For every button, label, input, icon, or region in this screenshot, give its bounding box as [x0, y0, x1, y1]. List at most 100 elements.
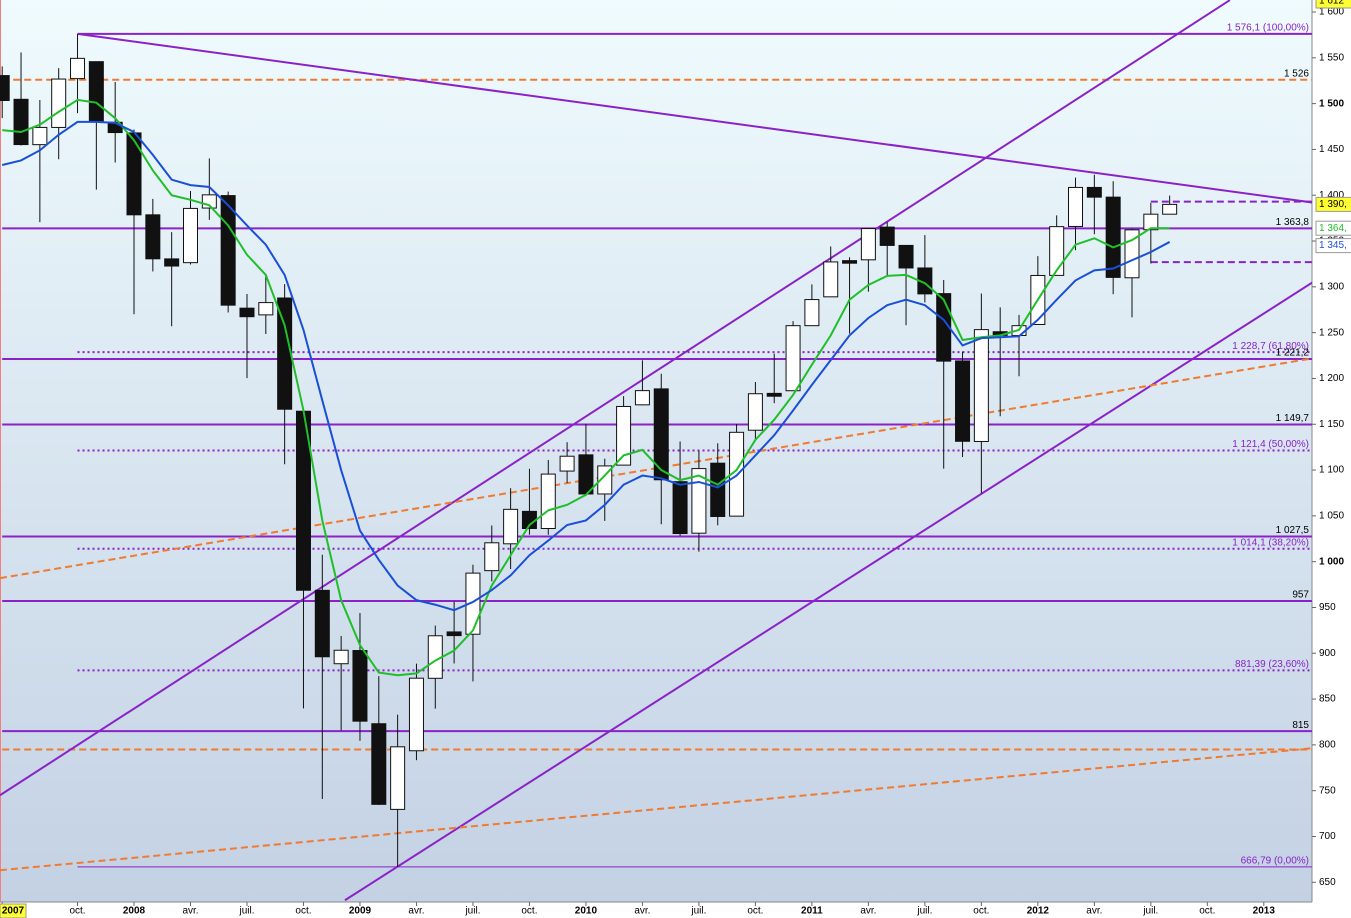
candle-body	[126, 132, 142, 216]
y-tick-label: 650	[1319, 877, 1336, 888]
candle-body	[955, 360, 971, 442]
price-tag-label: 1 390,	[1319, 199, 1347, 210]
y-tick-label: 1 550	[1319, 52, 1344, 63]
x-tick-label: juil.	[1142, 906, 1158, 917]
x-tick-label: 2013	[1253, 906, 1276, 917]
candle-body	[258, 302, 274, 316]
candle-body	[1143, 213, 1159, 231]
candle-body	[390, 746, 406, 810]
level-label: 1 228,7 (61,80%)	[1232, 341, 1309, 352]
candle-body	[804, 299, 820, 327]
candle-body	[0, 75, 10, 101]
y-tick-label: 750	[1319, 785, 1336, 796]
x-tick-label: oct.	[521, 906, 537, 917]
candle-body	[484, 542, 500, 572]
level-label: 1 576,1 (100,00%)	[1227, 23, 1309, 34]
plot	[0, 0, 1312, 902]
y-tick-label: 1 300	[1319, 281, 1344, 292]
y-tick-label: 850	[1319, 694, 1336, 705]
x-label-box	[0, 903, 27, 918]
candle-body	[766, 392, 782, 397]
x-tick-label: juil.	[916, 906, 932, 917]
candle-body	[747, 393, 763, 431]
candle-body	[220, 195, 236, 306]
level-label: 815	[1292, 720, 1309, 731]
candle-body	[634, 390, 650, 406]
candle-body	[1049, 226, 1065, 276]
candle-body	[408, 677, 424, 752]
candle-body	[1162, 203, 1178, 215]
x-tick-label: 2008	[123, 906, 146, 917]
level-label: 1 221,2	[1276, 348, 1310, 359]
candle-body	[239, 307, 255, 318]
x-tick-label: juil.	[238, 906, 254, 917]
candle-body	[13, 98, 29, 146]
candle-body	[860, 228, 876, 261]
y-tick-label: 1 000	[1319, 556, 1344, 567]
candle-body	[559, 455, 575, 472]
candle-body	[879, 226, 895, 246]
candle-body	[352, 650, 368, 722]
level-label: 881,39 (23,60%)	[1235, 659, 1309, 670]
level-label: 1 363,8	[1276, 217, 1310, 228]
y-tick-label: 700	[1319, 831, 1336, 842]
candle-body	[898, 244, 914, 269]
candle-body	[164, 258, 180, 267]
x-tick-label: oct.	[973, 906, 989, 917]
candle-body	[936, 293, 952, 362]
x-tick-label: avr.	[860, 906, 876, 917]
candle-body	[672, 481, 688, 535]
candle-body	[653, 388, 669, 481]
candle-body	[973, 329, 989, 442]
x-tick-label: 2011	[801, 906, 823, 917]
price-tag	[1315, 220, 1351, 236]
x-tick-label: juil.	[690, 906, 706, 917]
x-tick-label: 2012	[1027, 906, 1050, 917]
price-tag	[1315, 0, 1351, 9]
candle-body	[371, 723, 387, 805]
x-tick-label: avr.	[408, 906, 424, 917]
level-label: 1 526	[1284, 68, 1309, 79]
y-tick-label: 950	[1319, 602, 1336, 613]
candle-body	[1105, 196, 1121, 278]
level-label: 666,79 (0,00%)	[1241, 856, 1309, 867]
y-tick-label: 1 500	[1319, 98, 1344, 109]
candle-body	[183, 207, 198, 264]
candle-body	[145, 214, 161, 260]
candle-body	[51, 78, 67, 128]
candle-body	[691, 468, 707, 534]
candle-body	[314, 589, 330, 658]
candle-body	[540, 473, 556, 530]
level-label: 957	[1292, 590, 1309, 601]
x-tick-label: avr.	[1086, 906, 1102, 917]
price-tag	[1315, 238, 1351, 254]
x-tick-label: 2009	[349, 906, 372, 917]
level-label: 1 014,1 (38,20%)	[1232, 537, 1309, 548]
x-tick-label: avr.	[634, 906, 650, 917]
candle-body	[465, 572, 481, 635]
x-tick-label: oct.	[747, 906, 763, 917]
x-tick-label: oct.	[295, 906, 311, 917]
x-tick-label: avr.	[182, 906, 198, 917]
candle-body	[785, 325, 801, 392]
candle-body	[446, 631, 462, 637]
candle-body	[70, 57, 86, 80]
level-label: 1 149,7	[1276, 413, 1310, 424]
candle-body	[1068, 186, 1084, 227]
level-label: 1 027,5	[1276, 525, 1310, 536]
y-tick-label: 1 400	[1319, 190, 1344, 201]
price-tag-label: 1 612	[1319, 0, 1344, 7]
trendline	[77, 32, 1312, 204]
moving-average-line	[2, 98, 1170, 677]
x-tick-label: oct.	[69, 906, 85, 917]
y-tick-label: 1 450	[1319, 144, 1344, 155]
candle-body	[1086, 186, 1102, 198]
candle-body	[616, 405, 632, 466]
y-tick-label: 1 100	[1319, 465, 1344, 476]
candle-body	[333, 649, 349, 665]
x-tick-label: juil.	[464, 906, 480, 917]
moving-average-line	[1, 120, 1171, 612]
price-tag-label: 1 364,	[1319, 223, 1347, 234]
x-tick-label: 2007	[2, 906, 25, 917]
